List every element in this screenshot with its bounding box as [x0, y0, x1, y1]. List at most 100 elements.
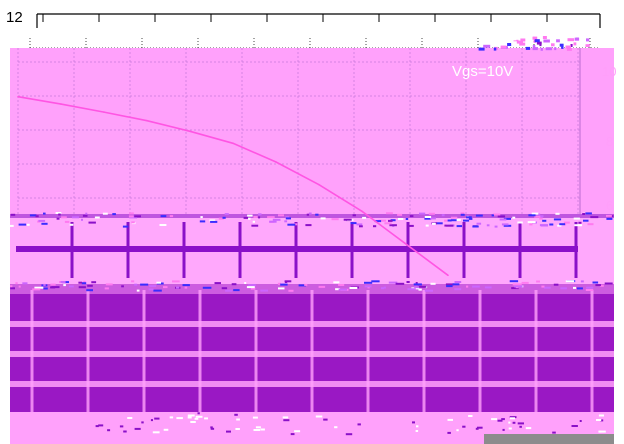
noise-pixel [460, 213, 465, 216]
lower-grid-vline [534, 290, 538, 412]
noise-pixel [197, 412, 200, 415]
noise-pixel [447, 418, 453, 421]
noise-pixel [163, 286, 168, 289]
noise-pixel [405, 218, 409, 220]
lower-grid-vline [254, 290, 258, 412]
noise-pixel [86, 289, 93, 292]
noise-pixel [599, 284, 604, 287]
noise-pixel [527, 221, 536, 224]
noise-pixel [224, 213, 229, 216]
noise-pixel [306, 213, 310, 216]
series-layer [17, 95, 449, 277]
noise-pixel [553, 283, 559, 286]
noise-pixel [574, 224, 583, 227]
noise-pixel [373, 225, 377, 228]
lower-grid-vline [198, 290, 202, 412]
noise-pixel [278, 287, 285, 290]
noise-pixel [430, 282, 436, 285]
noise-pixel [287, 223, 296, 226]
noise-pixel [446, 224, 454, 227]
noise-pixel [555, 212, 560, 215]
noise-pixel [418, 288, 422, 291]
noise-pixel [425, 224, 429, 227]
noise-pixel [511, 41, 517, 45]
noise-pixel [204, 417, 208, 420]
noise-pixel [468, 415, 473, 417]
noise-pixel [517, 422, 524, 425]
noise-pixel [520, 38, 526, 42]
noise-pixel [539, 224, 548, 227]
noise-pixel [477, 426, 483, 429]
noise-pixel [539, 217, 543, 220]
noise-pixel [315, 415, 323, 418]
noise-pixel [454, 288, 462, 291]
noise-pixel [432, 222, 436, 225]
noise-pixel [85, 212, 88, 215]
noise-pixel [595, 284, 601, 287]
noise-pixel [500, 45, 507, 49]
noise-pixel [586, 38, 590, 42]
noise-pixel [81, 282, 87, 285]
noise-pixel [582, 213, 586, 215]
noise-pixel [260, 428, 265, 431]
noise-pixel [187, 414, 195, 417]
noise-pixel [338, 288, 347, 291]
noise-pixel [450, 219, 457, 222]
noise-pixel [541, 285, 545, 288]
noise-pixel [352, 214, 356, 217]
noise-pixel [497, 215, 506, 218]
noise-pixel [600, 419, 604, 422]
noise-pixel [508, 427, 512, 430]
noise-pixel [511, 287, 519, 290]
noise-pixel [499, 218, 507, 221]
noise-pixel [190, 421, 196, 423]
plot-area-upper [10, 48, 614, 214]
series-point [361, 210, 363, 213]
noise-pixel [430, 217, 436, 220]
lower-grid-vline [422, 290, 426, 412]
noise-pixel [59, 281, 62, 283]
noise-pixel [503, 217, 511, 220]
series-point [404, 242, 406, 245]
noise-pixel [383, 286, 386, 289]
noise-pixel [22, 282, 28, 285]
noise-pixel [112, 213, 116, 216]
noise-pixel [462, 425, 466, 428]
series-point [318, 183, 320, 186]
noise-pixel [543, 286, 551, 289]
noise-pixel [398, 218, 404, 220]
noise-pixel [519, 425, 522, 428]
noise-pixel [284, 280, 292, 283]
noise-pixel [556, 39, 560, 43]
lower-grid-vline [142, 290, 146, 412]
noise-pixel [388, 281, 398, 284]
noise-pixel [414, 286, 420, 289]
noise-pixel [81, 218, 83, 221]
noise-pixel [604, 282, 613, 285]
series-point [17, 95, 19, 98]
noise-pixel [512, 421, 516, 424]
noise-pixel [374, 220, 382, 223]
noise-pixel [534, 39, 540, 43]
noise-pixel [60, 281, 66, 283]
noise-pixel [512, 216, 516, 219]
noise-pixel [159, 224, 167, 226]
noise-pixel [356, 223, 363, 226]
series-point [232, 142, 234, 145]
noise-pixel [590, 216, 599, 219]
noise-pixel [584, 41, 589, 45]
noise-pixel [34, 286, 44, 289]
noise-pixel [571, 425, 578, 427]
noise-pixel [320, 217, 326, 220]
noise-pixel [598, 430, 602, 433]
noise-pixel [463, 219, 470, 222]
noise-pixel [315, 213, 319, 216]
noise-pixel [248, 284, 256, 287]
noise-pixel [246, 286, 255, 289]
noise-pixel [284, 281, 288, 283]
noise-pixel [176, 417, 183, 420]
noise-pixel [82, 214, 88, 217]
noise-pixel [131, 221, 135, 224]
lower-grid-vline [478, 290, 482, 412]
noise-pixel [573, 217, 580, 220]
